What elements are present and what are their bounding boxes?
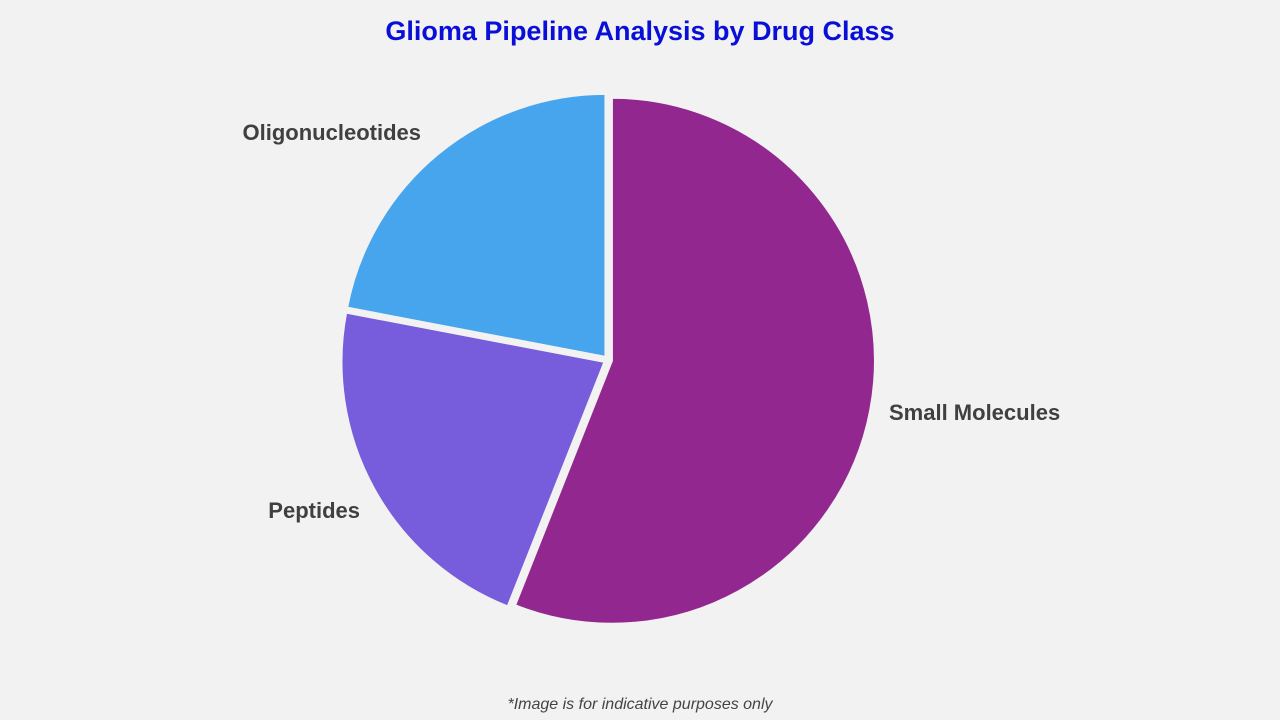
pie-slices <box>340 92 876 625</box>
slice-label-small-molecules: Small Molecules <box>889 400 1060 425</box>
pie-slice-oligonucleotides <box>345 92 607 359</box>
chart-title: Glioma Pipeline Analysis by Drug Class <box>385 16 895 46</box>
slice-label-peptides: Peptides <box>268 498 360 523</box>
slice-label-oligonucleotides: Oligonucleotides <box>243 120 421 145</box>
pie-slice-peptides <box>340 311 606 608</box>
pie-slice-small-molecules <box>513 96 876 625</box>
pie-labels: Small Molecules Peptides Oligonucleotides <box>243 120 1061 523</box>
footnote: *Image is for indicative purposes only <box>507 696 773 713</box>
